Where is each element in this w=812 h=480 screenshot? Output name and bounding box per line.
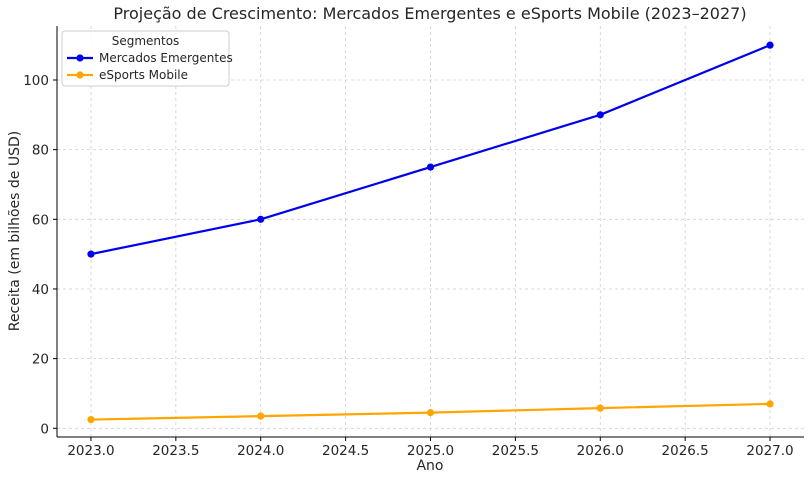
data-point	[257, 215, 265, 223]
data-point	[87, 415, 95, 424]
x-tick-label: 2026.5	[662, 443, 709, 459]
y-tick-label: 0	[40, 421, 49, 437]
y-tick-label: 20	[32, 352, 49, 368]
y-axis-label: Receita (em bilhões de USD)	[7, 131, 23, 331]
series-layer	[87, 41, 774, 424]
legend-label: eSports Mobile	[99, 68, 188, 82]
legend-title: Segmentos	[112, 34, 180, 48]
legend-marker	[76, 71, 84, 79]
data-point	[766, 400, 774, 408]
legend-item: eSports Mobile	[67, 68, 188, 82]
series-esports-mobile	[87, 400, 774, 424]
x-axis-label: Ano	[416, 458, 443, 474]
data-point	[596, 111, 604, 119]
x-tick-label: 2023.0	[67, 443, 114, 459]
y-tick-label: 100	[23, 73, 49, 89]
y-tick-label: 80	[32, 143, 49, 159]
chart-title: Projeção de Crescimento: Mercados Emerge…	[113, 4, 746, 23]
data-point	[426, 163, 435, 171]
grid	[57, 26, 804, 437]
data-point	[766, 41, 774, 49]
legend-label: Mercados Emergentes	[99, 51, 233, 65]
series-mercados-emergentes	[87, 41, 774, 258]
data-point	[426, 409, 435, 417]
axes: 2023.0 2023.5 2024.0 2024.5 2025.0 2025.5 2026…	[23, 26, 804, 459]
legend-box	[61, 30, 230, 87]
data-point	[596, 404, 604, 412]
x-tick-label: 2025.0	[407, 443, 454, 459]
x-tick-label: 2027.0	[746, 443, 793, 459]
x-tick-label: 2024.5	[322, 443, 369, 459]
data-point	[87, 250, 95, 258]
legend-item: Mercados Emergentes	[67, 51, 233, 65]
data-point	[257, 412, 265, 420]
y-tick-label: 40	[32, 282, 49, 298]
legend-marker	[76, 54, 84, 62]
y-tick-label: 60	[32, 212, 49, 228]
x-tick-label: 2025.5	[492, 443, 539, 459]
legend: Segmentos Mercados Emergentes eSports Mobi…	[61, 30, 233, 87]
x-tick-label: 2024.0	[237, 443, 284, 459]
x-tick-label: 2026.0	[577, 443, 624, 459]
x-tick-label: 2023.5	[152, 443, 199, 459]
